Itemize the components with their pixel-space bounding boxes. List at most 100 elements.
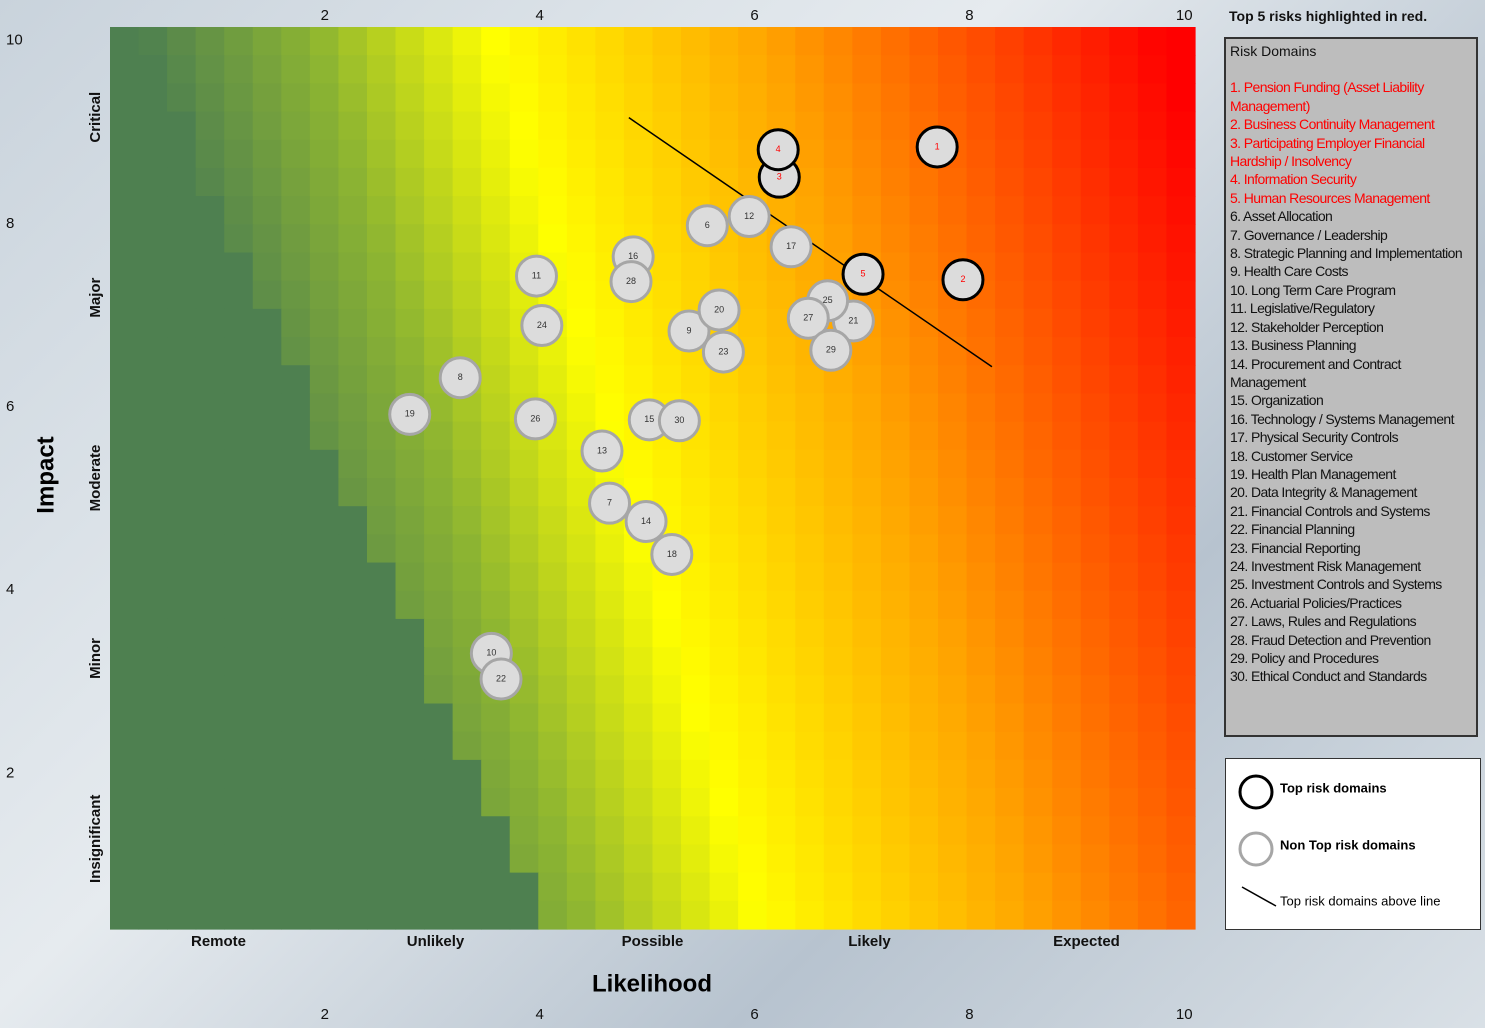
heat-cell xyxy=(538,55,567,84)
heat-cell xyxy=(624,563,653,592)
heat-cell xyxy=(167,365,196,394)
heat-cell xyxy=(338,224,367,253)
heat-cell xyxy=(1024,83,1053,112)
x-category: Remote xyxy=(191,933,246,950)
heat-cell xyxy=(224,675,253,704)
heat-cell xyxy=(1052,901,1081,930)
heat-cell xyxy=(338,563,367,592)
heat-cell xyxy=(1166,816,1195,845)
heat-cell xyxy=(881,647,910,676)
heat-cell xyxy=(110,27,139,56)
heat-cell xyxy=(1166,901,1195,930)
heat-cell xyxy=(538,844,567,873)
heat-cell xyxy=(281,619,310,648)
heat-cell xyxy=(1024,281,1053,310)
heat-cell xyxy=(967,619,996,648)
heat-cell xyxy=(653,647,682,676)
heat-cell xyxy=(1052,873,1081,902)
heat-cell xyxy=(110,365,139,394)
heat-cell xyxy=(424,619,453,648)
heat-cell xyxy=(167,140,196,169)
heat-cell xyxy=(139,534,168,563)
heat-cell xyxy=(909,760,938,789)
heat-cell xyxy=(167,478,196,507)
heat-cell xyxy=(1052,224,1081,253)
heat-cell xyxy=(110,534,139,563)
heat-cell xyxy=(795,478,824,507)
heat-cell xyxy=(538,675,567,704)
heat-cell xyxy=(995,83,1024,112)
heat-cell xyxy=(681,112,710,141)
heat-cell xyxy=(310,224,339,253)
heat-cell xyxy=(139,140,168,169)
heat-cell xyxy=(139,337,168,366)
heat-cell xyxy=(909,365,938,394)
y-category: Moderate xyxy=(87,445,104,512)
heat-cell xyxy=(453,309,482,338)
heat-cell xyxy=(595,619,624,648)
heat-cell xyxy=(738,83,767,112)
heat-cell xyxy=(253,309,282,338)
heat-cell xyxy=(139,281,168,310)
heat-cell xyxy=(510,534,539,563)
heat-cell xyxy=(1052,140,1081,169)
heat-cell xyxy=(367,563,396,592)
heat-cell xyxy=(167,788,196,817)
heat-cell xyxy=(538,506,567,535)
heat-cell xyxy=(310,309,339,338)
heat-cell xyxy=(396,591,425,620)
heat-cell xyxy=(881,873,910,902)
heat-cell xyxy=(453,816,482,845)
heat-cell xyxy=(338,281,367,310)
heat-cell xyxy=(253,619,282,648)
heat-cell xyxy=(1081,224,1110,253)
heat-cell xyxy=(281,563,310,592)
heat-cell xyxy=(224,450,253,479)
legend-label: Non Top risk domains xyxy=(1280,837,1416,852)
heat-cell xyxy=(538,619,567,648)
heat-cell xyxy=(139,168,168,197)
heat-cell xyxy=(852,619,881,648)
heat-cell xyxy=(338,901,367,930)
heat-cell xyxy=(367,140,396,169)
heat-cell xyxy=(196,591,225,620)
heat-cell xyxy=(738,816,767,845)
heat-cell xyxy=(1024,337,1053,366)
heat-cell xyxy=(481,534,510,563)
heat-cell xyxy=(510,760,539,789)
heat-cell xyxy=(1024,591,1053,620)
heat-cell xyxy=(1166,534,1195,563)
heat-cell xyxy=(595,816,624,845)
heat-cell xyxy=(624,337,653,366)
heat-cell xyxy=(139,591,168,620)
heat-cell xyxy=(681,591,710,620)
heat-cell xyxy=(510,450,539,479)
heat-cell xyxy=(938,647,967,676)
heat-cell xyxy=(196,27,225,56)
heat-cell xyxy=(595,365,624,394)
heat-cell xyxy=(967,732,996,761)
heat-cell xyxy=(852,27,881,56)
heat-cell xyxy=(938,450,967,479)
heat-cell xyxy=(281,478,310,507)
heat-cell xyxy=(453,478,482,507)
heat-cell xyxy=(510,704,539,733)
heat-cell xyxy=(967,393,996,422)
heat-cell xyxy=(139,196,168,225)
heat-cell xyxy=(253,422,282,451)
heat-cell xyxy=(224,704,253,733)
heat-cell xyxy=(738,478,767,507)
heat-cell xyxy=(367,168,396,197)
heat-cell xyxy=(139,309,168,338)
heat-cell xyxy=(624,365,653,394)
bubble-label: 28 xyxy=(626,276,636,286)
heat-cell xyxy=(338,83,367,112)
x-axis-title: Likelihood xyxy=(592,970,712,997)
heat-cell xyxy=(1138,901,1167,930)
heat-cell xyxy=(196,140,225,169)
heat-cell xyxy=(196,732,225,761)
heat-cell xyxy=(396,675,425,704)
heat-cell xyxy=(909,647,938,676)
heat-cell xyxy=(110,337,139,366)
heat-cell xyxy=(852,168,881,197)
